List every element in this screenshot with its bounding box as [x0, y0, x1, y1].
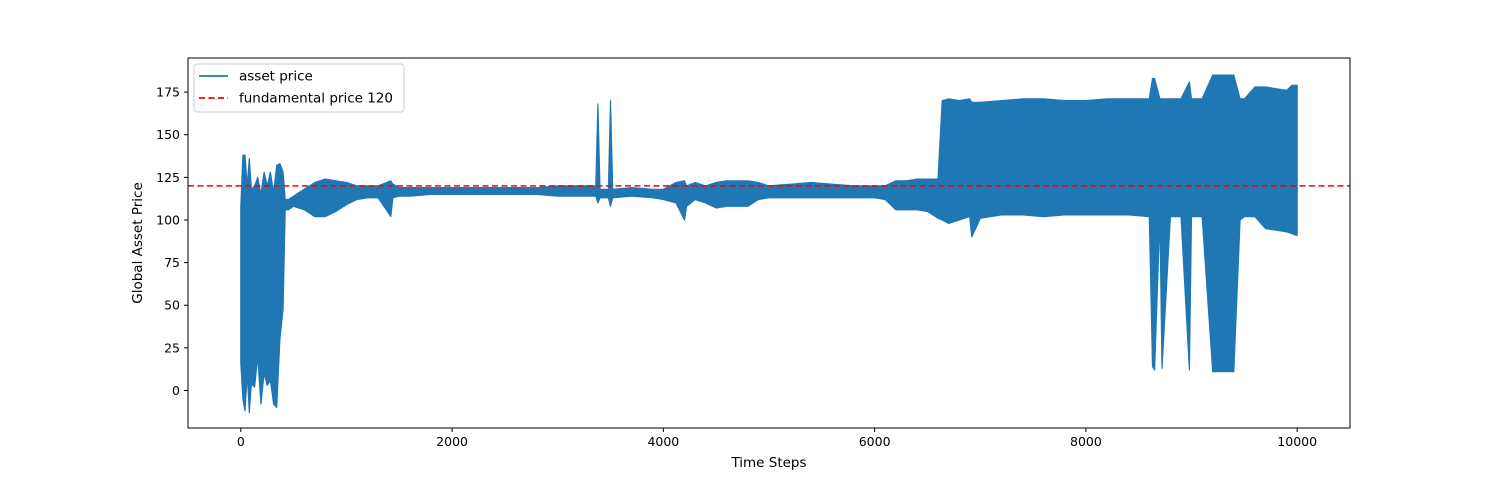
y-tick-label: 75 — [164, 255, 180, 270]
y-axis-label: Global Asset Price — [130, 182, 146, 303]
x-axis-label: Time Steps — [730, 455, 806, 471]
x-tick-label: 10000 — [1277, 434, 1317, 449]
legend-label-fundamental-price: fundamental price 120 — [239, 91, 393, 107]
y-tick-label: 100 — [156, 212, 180, 227]
plot-area — [188, 74, 1350, 414]
y-tick-label: 125 — [156, 170, 180, 185]
x-tick-label: 2000 — [436, 434, 468, 449]
x-tick-label: 6000 — [859, 434, 891, 449]
y-tick-label: 50 — [164, 298, 180, 313]
y-tick-label: 175 — [156, 85, 180, 100]
x-tick-label: 4000 — [647, 434, 679, 449]
legend: asset price fundamental price 120 — [193, 63, 405, 113]
y-tick-label: 150 — [156, 127, 180, 142]
x-tick-label: 8000 — [1070, 434, 1102, 449]
axis-ticks: 0 2000 4000 6000 8000 10000 0 25 50 75 100 125 150 17… — [156, 85, 1317, 449]
legend-label-asset-price: asset price — [239, 69, 313, 85]
y-tick-label: 25 — [164, 340, 180, 355]
legend-box — [193, 63, 405, 113]
y-tick-label: 0 — [172, 383, 180, 398]
axes-frame — [187, 57, 1351, 429]
x-tick-label: 0 — [237, 434, 245, 449]
asset-price-series — [240, 74, 1298, 414]
